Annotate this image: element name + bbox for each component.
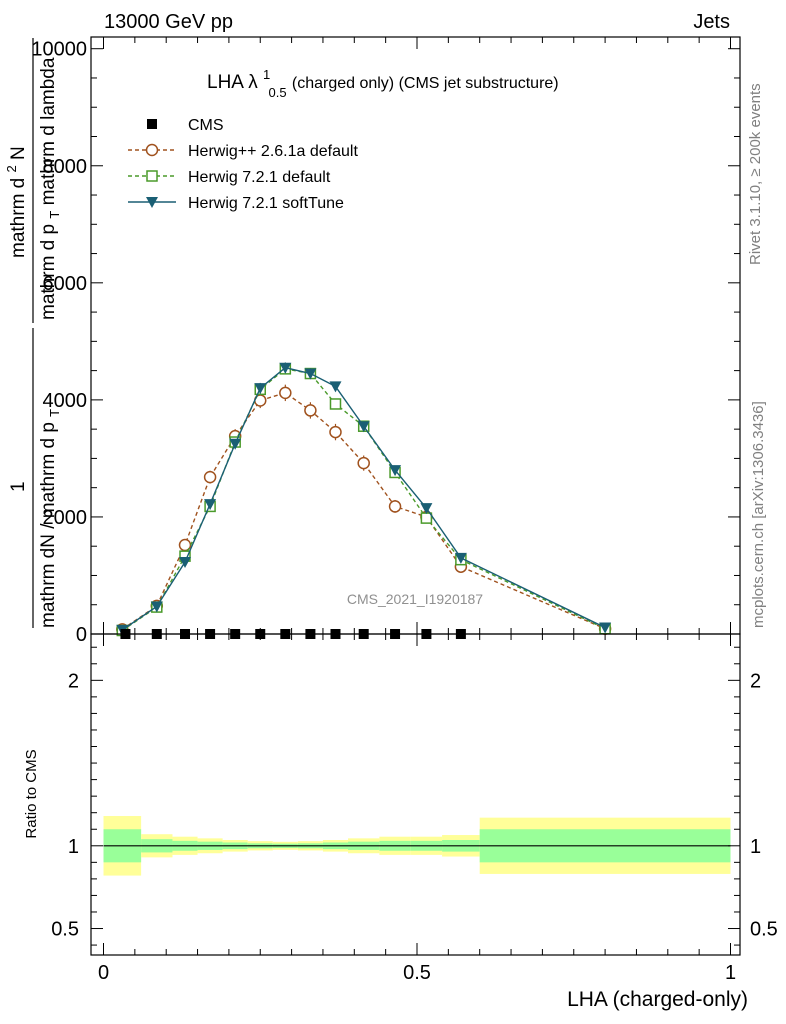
main-y-tick-label: 10000 [31,39,87,61]
herwig7-softtune-point [204,499,217,511]
herwig7-softtune-point [304,368,317,380]
herwig7-softtune-point [389,465,402,477]
ylabel-num-one: 1 [8,481,29,492]
herwig7-softtune-point [420,503,433,515]
legend-entry: Herwig 7.2.1 default [128,169,331,186]
herwig7-softtune-point [146,197,158,208]
x-axis-label: LHA (charged-only) [567,988,748,1011]
main-y-tick-label: 4000 [43,390,88,412]
series-herwig-7-2-1-softtune [116,362,612,636]
main-panel: 0 2000 4000 6000 8000 10000 LHA λ 1 0.5 (char… [0,36,741,646]
ratio-y-label: Ratio to CMS [23,749,40,838]
ratio-y-tick-label-right: 1 [750,836,761,858]
plot-title-sub: 0.5 [269,85,287,100]
herwigpp-point [279,386,292,400]
cms-point [147,119,157,129]
series-line [121,368,606,632]
ratio-axes: 0 0.5 1 0.5 0.5 1 1 2 2 [51,634,778,984]
plot-title-sup: 1 [263,67,270,82]
x-tick-label: 1 [725,962,736,984]
ratio-y-tick-label: 2 [68,670,79,692]
legend-entry: Herwig++ 2.6.1a default [128,143,358,160]
herwig7-softtune-point [179,557,192,569]
rivet-label: Rivet 3.1.10, ≥ 200k events [747,83,764,265]
legend-label: Herwig 7.2.1 default [188,169,331,186]
ylabel-den-main: mathrm dN / mathrm d p [38,422,59,628]
ylabel-den-sub: T [47,409,62,417]
herwigpp-point [329,425,342,439]
ratio-y-tick-label: 1 [68,836,79,858]
legend-label: CMS [188,117,224,134]
plot-title-main: LHA λ [207,72,258,93]
ylabel-den-1: mathrm dN / mathrm d p T [38,409,62,628]
series-line [121,366,606,631]
herwig7-default-point [146,170,158,182]
herwigpp-point [388,500,402,513]
legend: CMS Herwig++ 2.6.1a default Herwig 7.2.1 d… [128,117,358,212]
legend-entry: CMS [147,117,224,134]
ratio-y-tick-label-right: 2 [750,670,761,692]
plot-title: LHA λ 1 0.5 (charged only) (CMS jet subs… [207,63,559,102]
herwig7-softtune-point [150,601,163,613]
herwig7-default-point [420,512,433,524]
ylabel-den2-sub: T [47,211,62,219]
ylabel-num2-rest: N [8,146,29,160]
main-y-tick-label: 2000 [43,507,88,529]
ylabel-num2-main: mathrm d [8,178,29,258]
herwig7-softtune-point [329,381,342,393]
herwig7-softtune-point [254,383,267,395]
ratio-frame [90,633,741,956]
legend-entry: Herwig 7.2.1 softTune [128,195,344,212]
ratio-panel: 0 0.5 1 0.5 0.5 1 1 2 2 Ratio to CMS LHA (charge… [23,633,778,1011]
ylabel-den-2: mathrm d p T mathrm d lambda [38,57,64,320]
herwig7-softtune-point [599,622,612,634]
herwig7-softtune-point [357,421,370,433]
main-y-label: 1 mathrm dN / mathrm d p T mathrm d 2 N … [0,38,64,628]
plot-title-rest: (charged only) (CMS jet substructure) [292,75,559,92]
x-tick-label: 0 [98,962,109,984]
legend-label: Herwig 7.2.1 softTune [188,195,344,212]
ylabel-num-2: mathrm d 2 N [0,146,29,258]
ratio-y-tick-label-right: 0.5 [750,919,778,941]
herwigpp-point [357,456,370,470]
process-label: Jets [693,11,730,33]
ylabel-den2-main: mathrm d p [38,224,59,320]
x-tick-label: 0.5 [403,962,431,984]
herwigpp-point [145,143,159,157]
ratio-y-tick-label: 0.5 [51,919,79,941]
legend-label: Herwig++ 2.6.1a default [188,143,358,160]
herwig7-softtune-point [229,438,242,450]
energy-label: 13000 GeV pp [104,11,233,33]
main-axes: 0 2000 4000 6000 8000 10000 [31,37,740,646]
herwig7-softtune-point [279,362,292,374]
main-y-tick-label: 0 [76,624,87,646]
main-y-tick-label: 8000 [43,156,88,178]
herwigpp-point [304,404,317,417]
herwig7-default-point [329,398,342,410]
ylabel-den2-rest: mathrm d lambda [38,57,59,205]
ylabel-num2-sup: 2 [4,165,19,172]
herwig7-softtune-point [454,552,467,564]
herwigpp-point [203,470,217,484]
mcplots-label: mcplots.cern.ch [arXiv:1306.3436] [750,401,767,628]
analysis-watermark: CMS_2021_I1920187 [347,591,483,607]
main-y-tick-label: 6000 [43,273,88,295]
